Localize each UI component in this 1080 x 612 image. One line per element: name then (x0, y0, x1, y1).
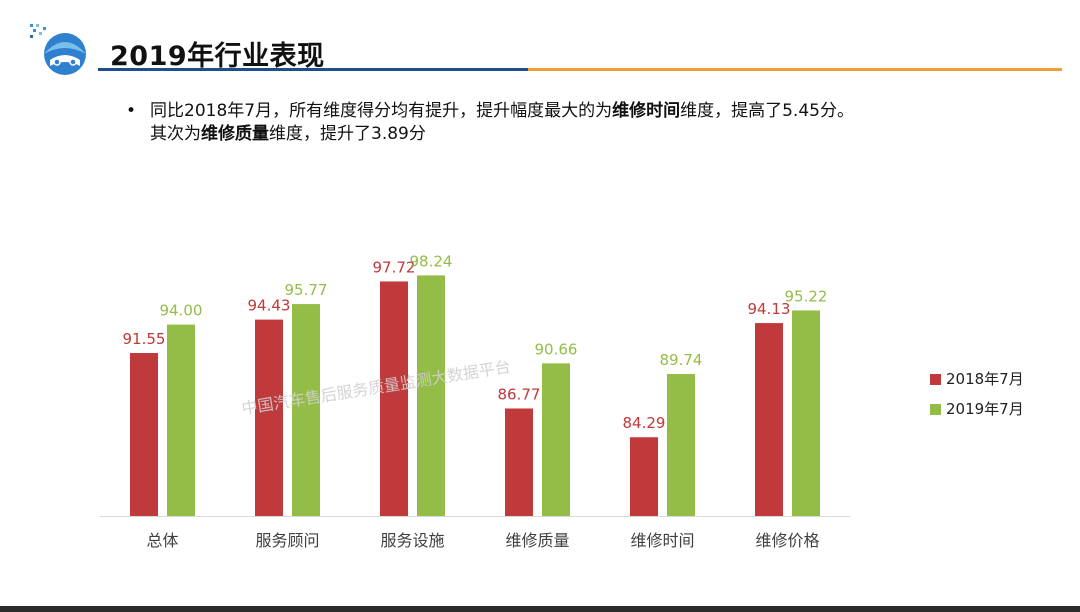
bar-2018-1 (130, 353, 158, 516)
value-label-2018-1: 91.55 (123, 330, 166, 348)
x-tick-label-2: 服务顾问 (255, 531, 319, 550)
value-label-2019-4: 90.66 (535, 340, 578, 358)
bar-2018-6 (755, 323, 783, 516)
summary-emphasis: 维修时间 (612, 101, 681, 121)
bar-2018-2 (255, 319, 283, 516)
bar-2019-4 (542, 363, 570, 516)
bar-2019-5 (667, 374, 695, 516)
summary-text: 维度，提高了5.45分。 (680, 101, 854, 121)
summary-line-2: 其次为维修质量维度，提升了3.89分 (128, 123, 1028, 146)
summary-text: 同比2018年7月，所有维度得分均有提升，提升幅度最大的为 (150, 101, 613, 121)
legend-swatch-2019 (930, 404, 941, 415)
value-label-2018-5: 84.29 (623, 414, 666, 432)
legend-label-2018: 2018年7月 (946, 370, 1024, 388)
legend-swatch-2018 (930, 374, 941, 385)
summary-emphasis: 维修质量 (201, 124, 269, 144)
logo-icon (30, 24, 86, 75)
bars-group (130, 275, 820, 516)
x-tick-label-3: 服务设施 (380, 531, 444, 550)
bar-2019-3 (417, 275, 445, 516)
bullet-dot-icon: • (126, 101, 137, 121)
title-rule-orange (528, 68, 1062, 71)
bar-2018-5 (630, 437, 658, 516)
x-tick-label-1: 总体 (146, 531, 178, 550)
x-tick-label-5: 维修时间 (630, 531, 694, 550)
bar-2019-2 (292, 304, 320, 516)
value-label-2019-6: 95.22 (785, 287, 828, 305)
value-label-2018-4: 86.77 (498, 385, 541, 403)
legend-label-2019: 2019年7月 (946, 400, 1024, 418)
page-title: 2019年行业表现 (110, 41, 325, 72)
value-label-2018-2: 94.43 (248, 297, 291, 315)
bottom-bar (0, 606, 1080, 612)
value-label-2019-5: 89.74 (660, 351, 703, 369)
value-label-2018-3: 97.72 (373, 258, 416, 276)
summary-line-1: 同比2018年7月，所有维度得分均有提升，提升幅度最大的为维修时间维度，提高了5… (128, 100, 1028, 123)
bar-2019-6 (792, 310, 820, 516)
value-label-2019-1: 94.00 (160, 302, 203, 320)
value-label-2018-6: 94.13 (748, 300, 791, 318)
value-label-2019-3: 98.24 (410, 252, 453, 270)
title-rule-blue (98, 68, 528, 71)
x-tick-label-4: 维修质量 (505, 531, 569, 550)
summary-bullet: • 同比2018年7月，所有维度得分均有提升，提升幅度最大的为维修时间维度，提高… (126, 100, 1028, 146)
summary-text: 其次为 (150, 124, 201, 144)
summary-text: 维度，提升了3.89分 (269, 124, 426, 144)
bar-2019-1 (167, 324, 195, 516)
x-axis-labels-group: 总体 服务顾问 服务设施 维修质量 维修时间 维修价格 (146, 531, 819, 550)
bar-2018-3 (380, 281, 408, 516)
x-tick-label-6: 维修价格 (755, 531, 819, 550)
value-label-2019-2: 95.77 (285, 281, 328, 299)
bar-2018-4 (505, 408, 533, 516)
